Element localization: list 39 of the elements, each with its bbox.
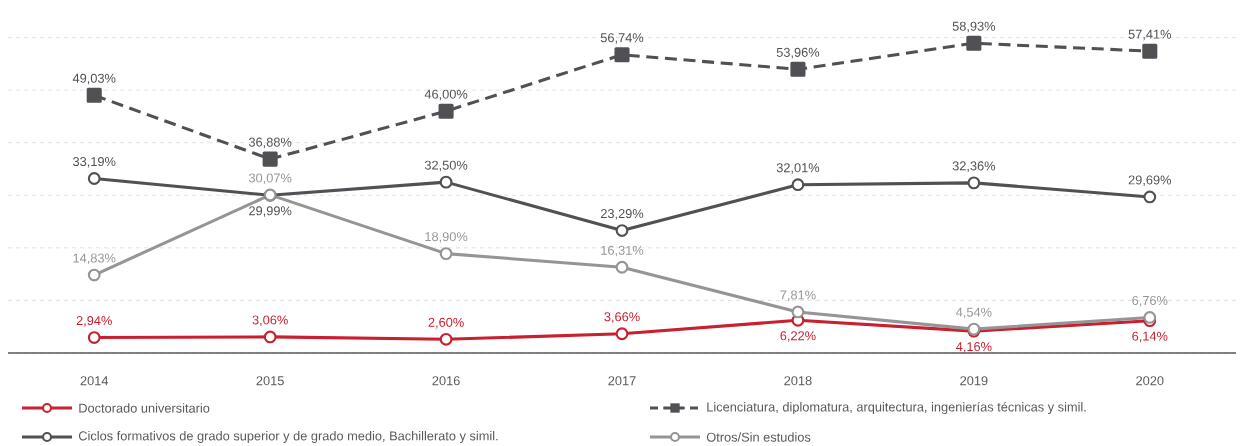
data-label: 16,31%	[601, 245, 644, 257]
x-tick-label: 2019	[960, 376, 988, 386]
x-tick-label: 2018	[784, 376, 812, 386]
x-tick-label: 2016	[432, 376, 460, 386]
data-label: 2,60%	[428, 317, 464, 329]
data-label: 32,50%	[424, 160, 468, 172]
data-label: 14,83%	[73, 253, 116, 265]
legend-label: Ciclos formativos de grado superior y de grado medio, Bachillerato y simil.	[78, 431, 498, 443]
data-label: 32,01%	[776, 163, 820, 174]
data-label: 29,99%	[249, 206, 292, 217]
data-label: 32,36%	[952, 161, 996, 172]
data-label: 57,41%	[1128, 29, 1172, 41]
data-label: 4,16%	[956, 342, 992, 353]
data-label: 49,03%	[72, 73, 116, 85]
data-label: 33,19%	[73, 157, 116, 168]
data-label: 4,54%	[956, 307, 992, 319]
data-label: 6,14%	[1132, 331, 1168, 343]
legend-label: Licenciatura, diplomatura, arquitectura, ingenierías técnicas y simil.	[707, 401, 1086, 415]
data-label: 6,22%	[780, 331, 816, 342]
data-label: 3,06%	[252, 315, 288, 326]
data-label: 36,88%	[248, 137, 292, 149]
x-tick-label: 2014	[80, 376, 109, 386]
data-label: 3,66%	[604, 312, 640, 323]
data-label: 29,69%	[1128, 175, 1172, 186]
x-tick-label: 2017	[608, 376, 636, 386]
data-label: 30,07%	[248, 173, 292, 184]
data-label: 2,94%	[76, 316, 112, 327]
data-label: 18,90%	[425, 232, 468, 243]
data-label: 56,74%	[600, 33, 644, 44]
x-tick-label: 2020	[1136, 376, 1164, 386]
x-tick-label: 2015	[256, 376, 284, 386]
data-label: 7,81%	[780, 290, 816, 301]
legend-label: Otros/Sin estudios	[706, 432, 811, 442]
legend-label: Doctorado universitario	[79, 403, 210, 413]
data-label: 58,93%	[952, 21, 996, 33]
data-label: 46,00%	[424, 89, 468, 101]
data-label: 53,96%	[776, 47, 820, 59]
data-label: 6,76%	[1132, 295, 1168, 307]
data-label: 23,29%	[600, 209, 644, 220]
